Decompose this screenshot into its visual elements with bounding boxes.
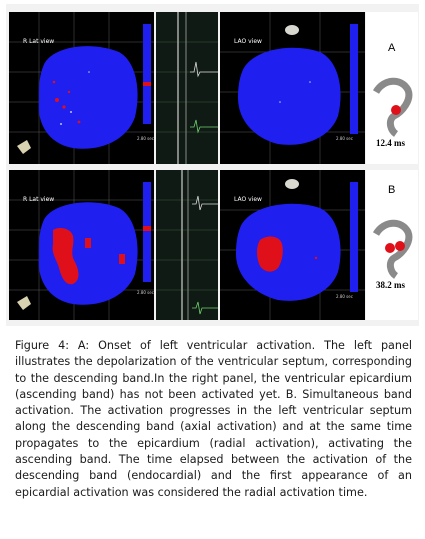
caption-label: Figure 4: [15, 339, 69, 352]
panel-letter-a: A [388, 42, 396, 54]
panel-bottom-right: 2.80 sec LAO view [220, 170, 365, 320]
view-label: LAO view [234, 38, 262, 45]
svg-text:2.80 sec: 2.80 sec [137, 290, 154, 295]
ecg-strip-bottom [156, 170, 218, 320]
caption-text: A: Onset of left ventricular activation.… [15, 339, 412, 499]
band-diagram-bottom [372, 219, 413, 279]
view-label: R Lat view [23, 196, 55, 203]
view-label: LAO view [234, 196, 262, 203]
svg-text:2.80 sec: 2.80 sec [336, 294, 353, 299]
activation-time-a: 12.4 ms [376, 138, 405, 148]
figure-caption: Figure 4: A: Onset of left ventricular a… [15, 338, 412, 501]
panel-top-left: 2.80 sec R Lat view [9, 12, 154, 164]
figure-image: 2.80 sec R Lat view [6, 4, 419, 326]
panel-bottom-left: 2.80 sec R Lat view [9, 170, 154, 320]
inset-top: A 12.4 ms [366, 12, 418, 164]
panel-letter-b: B [388, 184, 396, 196]
inset-bottom: B 38.2 ms [366, 170, 418, 320]
panel-top-right: 2.80 sec LAO view [220, 12, 365, 164]
activation-time-b: 38.2 ms [376, 280, 405, 290]
ecg-trace [156, 12, 218, 164]
view-label: R Lat view [23, 38, 55, 45]
ecg-strip-top [156, 12, 218, 164]
heart-map-top-right: 2.80 sec [220, 12, 365, 164]
svg-text:2.80 sec: 2.80 sec [336, 136, 353, 141]
band-diagram-top [372, 77, 413, 137]
ecg-trace [156, 170, 218, 320]
heart-map-bottom-right: 2.80 sec [220, 170, 365, 320]
heart-map-top-left: 2.80 sec [9, 12, 154, 164]
svg-text:2.80 sec: 2.80 sec [137, 136, 154, 141]
heart-map-bottom-left: 2.80 sec [9, 170, 154, 320]
